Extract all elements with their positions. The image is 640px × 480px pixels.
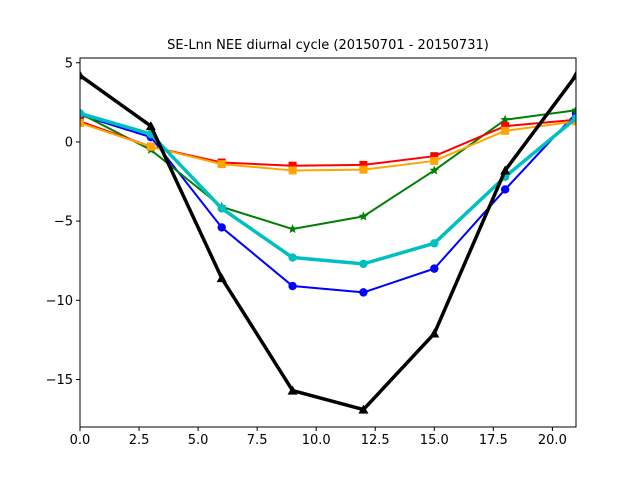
series-2-point: [501, 122, 510, 131]
series-2-point: [430, 152, 439, 161]
series-5-line: [80, 73, 576, 412]
series-5-point: [429, 328, 440, 338]
series-5-point: [216, 273, 227, 283]
series-3-point: [80, 118, 84, 127]
plot-frame: [79, 57, 577, 428]
series-0-point: [288, 281, 297, 291]
x-tick-label: 10.0: [302, 433, 331, 448]
series-0-point: [500, 185, 510, 194]
x-axis: 0.0 2.5 5.0 7.5 10.0 12.5 15.0 17.5 20.0: [70, 427, 567, 448]
series-1-point: [429, 165, 440, 175]
series-4-point: [288, 253, 297, 262]
series-2-point: [288, 161, 297, 170]
series-1-point: [287, 224, 298, 234]
y-tick-label: −10: [46, 294, 73, 309]
series-3-point: [430, 156, 439, 165]
series-0-point: [359, 288, 368, 297]
series-4-line: [80, 111, 576, 266]
series-4-point: [217, 204, 226, 213]
y-tick-label: −15: [46, 373, 73, 388]
series-5-point: [571, 70, 576, 80]
series-1-point: [500, 114, 510, 124]
x-tick-label: 15.0: [420, 433, 449, 448]
series-5: [80, 70, 576, 414]
series-0-point: [430, 264, 439, 273]
x-tick-label: 0.0: [70, 433, 91, 448]
y-tick-label: 0: [65, 135, 73, 150]
series-3-point: [217, 160, 226, 169]
series-5-point: [80, 70, 85, 80]
y-tick-label: 5: [65, 56, 73, 71]
x-tick-label: 7.5: [247, 433, 268, 448]
series-5-point: [500, 165, 511, 175]
series-0-point: [217, 223, 226, 232]
x-tick-label: 20.0: [538, 433, 567, 448]
y-tick-label: −5: [54, 215, 73, 230]
series-3-point: [288, 166, 297, 175]
series-5-point: [145, 121, 156, 131]
series-5-point: [358, 404, 369, 414]
series-3-point: [359, 165, 368, 174]
series-4: [80, 109, 576, 269]
x-tick-label: 17.5: [479, 433, 508, 448]
series-4-point: [80, 109, 85, 118]
chart-title: SE-Lnn NEE diurnal cycle (20150701 - 201…: [167, 38, 489, 53]
x-tick-label: 5.0: [188, 433, 209, 448]
series-1-line: [80, 109, 576, 231]
series-5-point: [287, 385, 298, 395]
series-2-point: [359, 160, 368, 169]
series-4-point: [571, 113, 576, 123]
series-3-point: [501, 126, 510, 135]
series-3-point: [146, 142, 155, 151]
series-1-point: [358, 211, 369, 221]
series-4-point: [430, 239, 439, 248]
y-axis: 5 0 −5 −10 −15: [46, 56, 80, 388]
series-layer: [80, 70, 576, 414]
x-tick-label: 12.5: [361, 433, 390, 448]
series-4-point: [359, 259, 368, 269]
x-tick-label: 2.5: [129, 433, 150, 448]
series-1-point: [571, 105, 576, 115]
